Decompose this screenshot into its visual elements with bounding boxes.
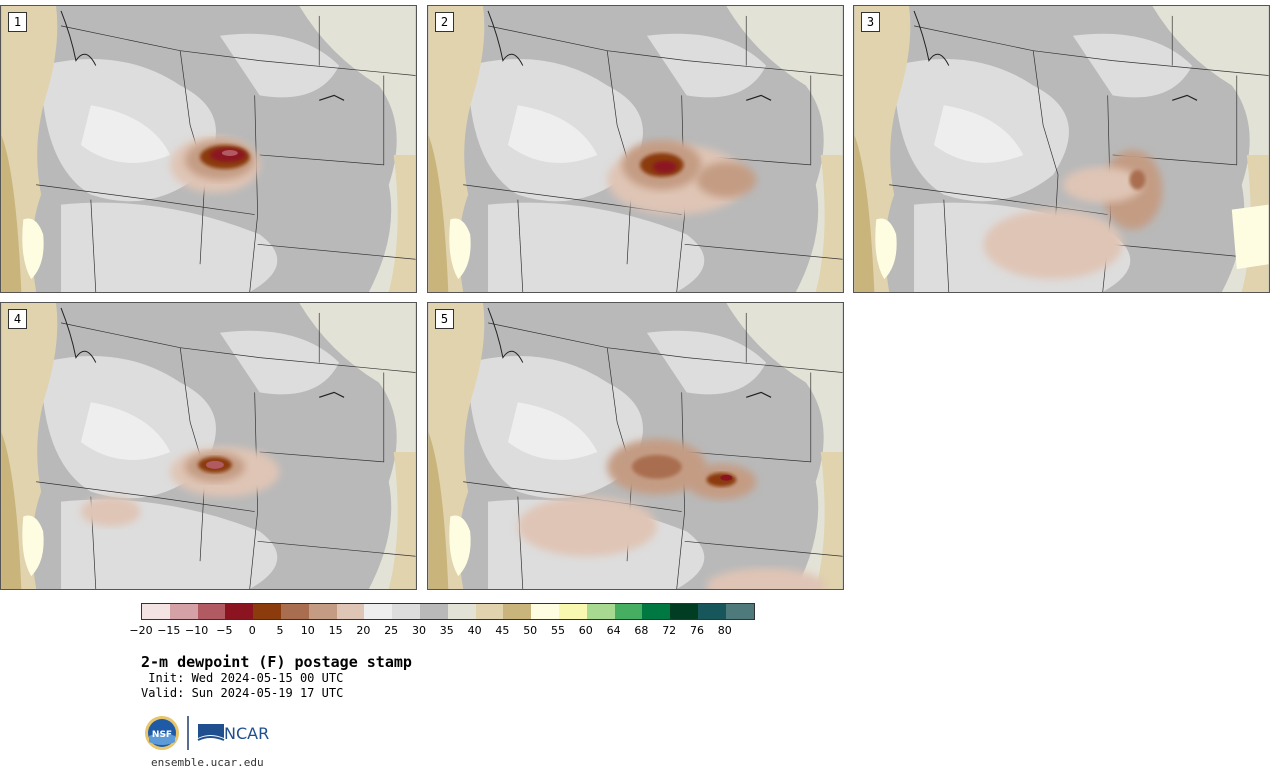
colorbar-swatch	[419, 604, 448, 619]
panel-4: 4	[0, 302, 417, 590]
colorbar-swatch	[642, 604, 671, 619]
colorbar	[141, 603, 755, 620]
panel-5: 5	[427, 302, 844, 590]
colorbar-tick-label: 45	[495, 624, 510, 637]
colorbar-swatch	[475, 604, 504, 619]
ncar-logo-icon: NCAR	[197, 724, 269, 743]
colorbar-tick-label: 76	[690, 624, 704, 637]
panel-number: 5	[435, 309, 454, 329]
colorbar-swatch	[447, 604, 476, 619]
colorbar-tick-label: 25	[384, 624, 399, 637]
colorbar-swatch	[169, 604, 198, 619]
colorbar-swatch	[308, 604, 337, 619]
colorbar-tick-label: 20	[356, 624, 371, 637]
colorbar-swatch	[670, 604, 698, 619]
panel-number: 1	[8, 12, 27, 32]
colorbar-tick-label: 60	[578, 624, 593, 637]
colorbar-tick-label: 64	[606, 624, 621, 637]
colorbar-tick-label: −5	[216, 624, 233, 637]
colorbar-tick-label: 0	[248, 624, 256, 637]
init-time: Init: Wed 2024-05-15 00 UTC	[141, 671, 344, 685]
panel-number: 4	[8, 309, 27, 329]
colorbar-tick-label: 35	[439, 624, 454, 637]
colorbar-tick-label: 10	[300, 624, 315, 637]
colorbar-tick-label: 40	[467, 624, 482, 637]
colorbar-swatch	[392, 604, 420, 619]
dewpoint-map	[428, 303, 843, 589]
logos: NSF NCAR	[144, 712, 274, 754]
dewpoint-map	[1, 303, 416, 589]
colorbar-tick-label: −20	[129, 624, 153, 637]
colorbar-tick-label: 15	[328, 624, 343, 637]
dewpoint-map	[428, 6, 843, 292]
colorbar-swatch	[364, 604, 393, 619]
svg-text:NSF: NSF	[152, 730, 172, 740]
colorbar-tick-label: 68	[634, 624, 649, 637]
colorbar-swatch	[280, 604, 309, 619]
colorbar-tick-label: 50	[523, 624, 538, 637]
panel-number: 3	[861, 12, 880, 32]
colorbar-swatch	[225, 604, 254, 619]
colorbar-swatch	[586, 604, 615, 619]
site-url: ensemble.ucar.edu	[151, 756, 264, 769]
colorbar-swatch	[697, 604, 726, 619]
svg-text:NCAR: NCAR	[224, 724, 269, 743]
colorbar-swatch	[614, 604, 643, 619]
colorbar-swatch	[142, 604, 170, 619]
colorbar-tick-label: 30	[412, 624, 426, 637]
colorbar-tick-label: −10	[184, 624, 209, 637]
panel-number: 2	[435, 12, 454, 32]
colorbar-tick-label: 80	[717, 624, 732, 637]
colorbar-swatch	[503, 604, 532, 619]
colorbar-tick-label: 55	[551, 624, 565, 637]
valid-time: Valid: Sun 2024-05-19 17 UTC	[141, 686, 344, 700]
colorbar-swatch	[531, 604, 559, 619]
dewpoint-map	[854, 6, 1269, 292]
panel-2: 2	[427, 5, 844, 293]
plot-title: 2-m dewpoint (F) postage stamp	[141, 653, 412, 671]
colorbar-tick-label: 5	[276, 624, 284, 637]
colorbar-tick-label: 72	[662, 624, 677, 637]
colorbar-swatch	[725, 604, 754, 619]
colorbar-swatch	[197, 604, 226, 619]
dewpoint-map	[1, 6, 416, 292]
nsf-logo-icon: NSF	[145, 716, 179, 750]
colorbar-swatch	[558, 604, 587, 619]
colorbar-swatch	[336, 604, 365, 619]
colorbar-tick-label: −15	[157, 624, 181, 637]
panel-1: 1	[0, 5, 417, 293]
panel-3: 3	[853, 5, 1270, 293]
colorbar-swatch	[253, 604, 281, 619]
